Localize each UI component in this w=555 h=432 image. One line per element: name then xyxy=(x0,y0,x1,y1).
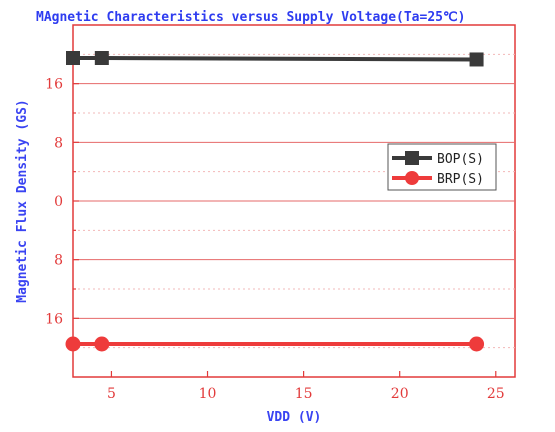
data-point-brp xyxy=(94,336,110,352)
x-axis-label: VDD (V) xyxy=(267,410,322,425)
y-tick-label: 16 xyxy=(45,311,63,327)
x-tick-label: 25 xyxy=(487,386,505,402)
x-tick-labels: 5 10 15 20 25 xyxy=(107,386,505,402)
y-tick-label: 16 xyxy=(45,77,63,93)
y-tick-label: 8 xyxy=(54,253,63,269)
legend-label-brp: BRP(S) xyxy=(437,172,484,187)
data-point-brp xyxy=(65,336,81,352)
x-tick-label: 10 xyxy=(199,386,217,402)
legend-marker-square xyxy=(405,151,419,165)
legend-marker-circle xyxy=(405,171,419,185)
legend-label-bop: BOP(S) xyxy=(437,152,484,167)
y-tick-label: 0 xyxy=(54,194,63,210)
series xyxy=(65,51,485,352)
y-tick-label: 8 xyxy=(54,135,63,151)
chart-title: MAgnetic Characteristics versus Supply V… xyxy=(36,10,465,25)
x-tick-label: 5 xyxy=(107,386,116,402)
y-tick-labels: 16 8 0 8 16 xyxy=(45,77,63,328)
legend: BOP(S) BRP(S) xyxy=(387,143,497,191)
y-axis-label: Magnetic Flux Density (GS) xyxy=(15,99,30,303)
series-line-bop xyxy=(73,56,477,62)
grid-lines xyxy=(73,53,515,349)
data-point-bop xyxy=(469,52,484,67)
data-point-bop xyxy=(66,51,80,65)
x-tick-label: 15 xyxy=(295,386,313,402)
data-point-bop xyxy=(94,51,109,65)
data-point-brp xyxy=(469,336,485,352)
x-tick-label: 20 xyxy=(391,386,409,402)
